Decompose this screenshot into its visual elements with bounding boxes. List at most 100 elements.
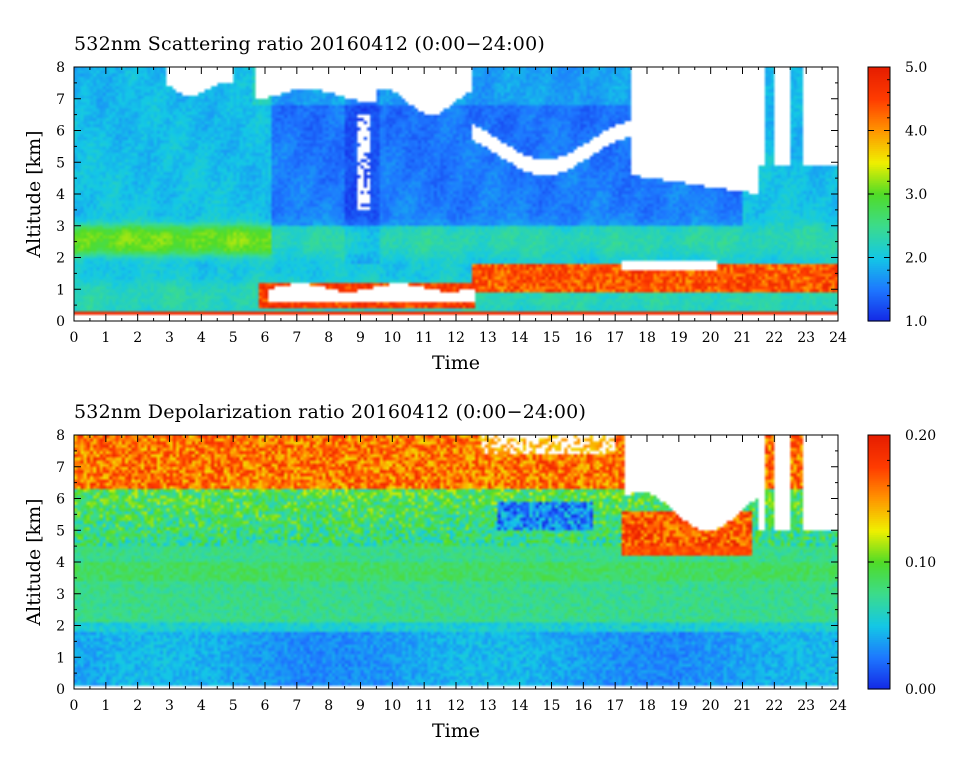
colorbar-segment [868,319,890,322]
colorbar-segment [868,235,890,239]
colorbar-segment [868,199,890,203]
colorbar-segment [868,122,890,126]
colorbar-segment [868,271,890,274]
colorbar-segment [868,130,890,134]
colorbar-segment [868,540,890,543]
colorbar-segment [868,552,890,555]
colorbar-segment [868,474,890,478]
y-tick-label: 8 [56,60,65,76]
colorbar-segment [868,251,890,255]
colorbar-segment [868,269,890,272]
colorbar-segment [868,114,890,118]
colorbar-segment [868,263,890,267]
colorbar-segment [868,237,890,241]
colorbar-segment [868,544,890,547]
colorbar-segment [868,245,890,249]
chart-title: 532nm Scattering ratio 20160412 (0:00−24… [74,33,545,55]
colorbar-segment [868,76,890,80]
y-tick-label: 6 [56,492,65,508]
colorbar-segment [868,144,890,147]
colorbar-segment [868,484,890,488]
colorbar-segment [868,297,890,300]
x-tick-label: 18 [638,698,656,714]
colorbar-segment [868,88,890,92]
x-tick-label: 11 [415,330,433,346]
colorbar-segment [868,110,890,114]
colorbar-segment [868,158,890,161]
x-tick-label: 0 [70,330,79,346]
colorbar-segment [868,593,890,597]
colorbar-segment [868,249,890,253]
colorbar-segment [868,211,890,215]
colorbar-segment [868,160,890,163]
colorbar-segment [868,315,890,318]
colorbar-segment [868,558,890,561]
colorbar-segment [868,118,890,122]
x-tick-label: 5 [229,698,238,714]
colorbar-segment [868,74,890,78]
colorbar-segment [868,583,890,587]
colorbar-segment [868,176,890,179]
colorbar-tick-label: 5.0 [905,60,927,76]
colorbar-segment [868,478,890,482]
colorbar-segment [868,291,890,294]
colorbar-segment [868,520,890,523]
y-tick-label: 3 [56,219,65,235]
colorbar-segment [868,681,890,684]
colorbar-tick-label: 0.20 [905,428,936,444]
colorbar-segment [868,464,890,468]
colorbar-segment [868,573,890,577]
colorbar-segment [868,299,890,302]
colorbar-segment [868,510,890,513]
colorbar-segment [868,450,890,454]
y-tick-label: 6 [56,124,65,140]
y-tick-label: 5 [56,155,65,171]
colorbar-segment [868,138,890,142]
colorbar-segment [868,438,890,442]
colorbar-segment [868,629,890,633]
colorbar-segment [868,96,890,100]
x-tick-label: 5 [229,330,238,346]
chart-title: 532nm Depolarization ratio 20160412 (0:0… [74,401,587,423]
depolarization-ratio-chart: 0 1 2 3 4 5 6 7 8 9 10 11 12 13 14 15 16 17 18 19 20 21 22 23 24… [23,428,936,742]
colorbar-segment [868,587,890,591]
colorbar-segment [868,530,890,533]
colorbar-segment [868,184,890,187]
x-tick-label: 10 [383,330,401,346]
colorbar-segment [868,659,890,662]
colorbar-tick-label: 1.0 [905,314,927,330]
colorbar-segment [868,671,890,674]
x-tick-label: 23 [797,698,815,714]
colorbar-segment [868,504,890,508]
colorbar-segment [868,462,890,466]
colorbar-segment [868,104,890,108]
colorbar-segment [868,613,890,617]
colorbar-segment [868,639,890,642]
colorbar-segment [868,647,890,650]
colorbar-segment [868,563,890,567]
colorbar-segment [868,154,890,157]
x-tick-label: 3 [165,330,174,346]
x-tick-label: 16 [574,698,592,714]
colorbar-segment [868,486,890,490]
colorbar-segment [868,683,890,686]
x-tick-label: 3 [165,698,174,714]
colorbar-segment [868,303,890,306]
y-tick-label: 0 [56,682,65,698]
colorbar-segment [868,528,890,531]
colorbar-segment [868,526,890,529]
colorbar-segment [868,136,890,140]
x-tick-label: 17 [606,698,624,714]
depolarization-ratio-panel: 532nm Depolarization ratio 20160412 (0:0… [0,368,960,753]
x-tick-label: 18 [638,330,656,346]
colorbar-segment [868,231,890,235]
colorbar-segment [868,172,890,175]
x-tick-label: 20 [702,698,720,714]
colorbar-segment [868,607,890,611]
colorbar-tick-label: 2.0 [905,251,927,267]
colorbar-segment [868,665,890,668]
colorbar-segment [868,685,890,688]
x-tick-label: 6 [261,698,270,714]
colorbar-segment [868,567,890,571]
colorbar-segment [868,259,890,263]
